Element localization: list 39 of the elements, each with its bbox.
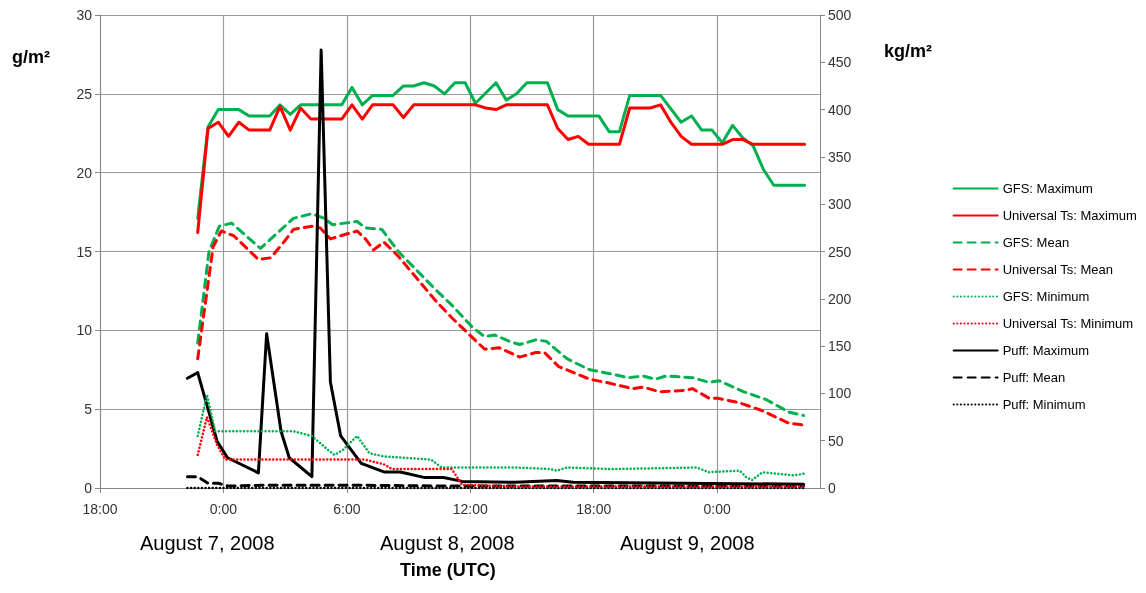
x-tick-label: 12:00 — [452, 501, 489, 517]
x-tick-label: 0:00 — [209, 501, 238, 517]
x-tick-label: 18:00 — [82, 501, 118, 517]
legend-label: Puff: Mean — [1002, 370, 1066, 385]
y-tick-label: 15 — [76, 243, 93, 260]
y-tick-label: 30 — [76, 7, 93, 23]
legend-label: Universal Ts: Mean — [1002, 262, 1113, 277]
y2-tick-label: 350 — [828, 148, 852, 165]
y2-axis-title: kg/m² — [884, 41, 933, 61]
y2-tick-label: 0 — [828, 480, 836, 496]
y2-tick-label: 250 — [828, 243, 852, 260]
x-tick-label: 18:00 — [576, 501, 612, 517]
text: August 7, 2008 — [140, 532, 275, 554]
y2-tick-label: 150 — [828, 338, 852, 355]
y2-tick-label: 400 — [828, 101, 852, 118]
y2-tick-label: 50 — [828, 432, 844, 449]
y-axis-title: g/m² — [12, 47, 50, 67]
y2-tick-label: 450 — [828, 54, 852, 71]
x-tick-label: 6:00 — [333, 501, 361, 517]
y-tick-label: 0 — [84, 480, 93, 496]
x-tick-label: 0:00 — [703, 501, 731, 517]
legend-label: Universal Ts: Minimum — [1002, 316, 1134, 331]
y-tick-label: 20 — [76, 164, 93, 181]
legend-label: Universal Ts: Maximum — [1002, 208, 1137, 223]
legend-label: GFS: Mean — [1002, 235, 1070, 250]
legend-label: Puff: Maximum — [1002, 343, 1090, 358]
y-tick-label: 25 — [76, 85, 93, 102]
y-tick-label: 10 — [76, 322, 93, 339]
legend-label: GFS: Maximum — [1002, 181, 1093, 196]
legend-label: GFS: Minimum — [1002, 289, 1090, 304]
y2-tick-label: 300 — [828, 196, 852, 213]
text: August 9, 2008 — [620, 532, 755, 554]
y2-tick-label: 100 — [828, 385, 852, 402]
text: August 8, 2008 — [380, 532, 515, 554]
y2-tick-label: 200 — [828, 290, 852, 307]
legend-label: Puff: Minimum — [1002, 397, 1086, 412]
y-tick-label: 5 — [84, 401, 93, 418]
x-axis-title: Time (UTC) — [400, 560, 496, 580]
y2-tick-label: 500 — [828, 7, 852, 23]
